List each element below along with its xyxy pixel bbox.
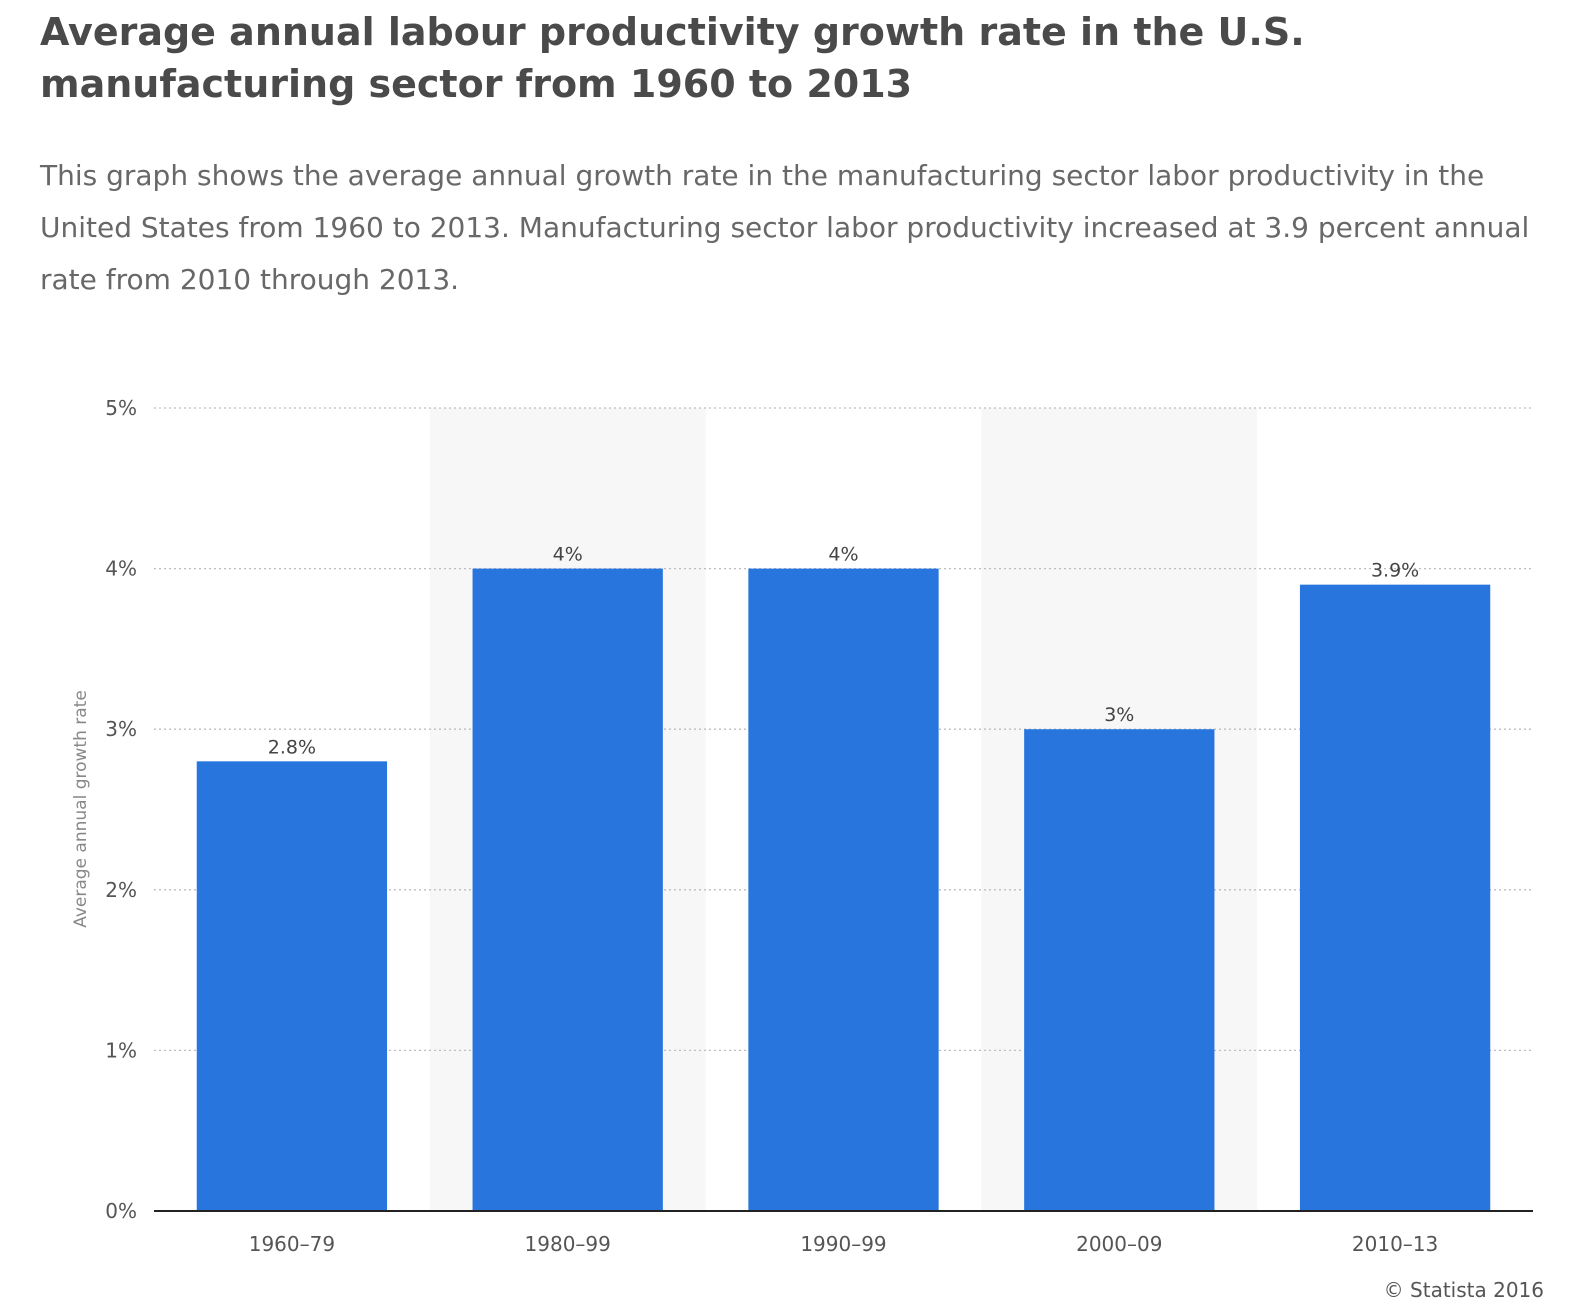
y-tick-label: 1% <box>105 1038 137 1062</box>
bar-1990–99[interactable] <box>748 568 939 1211</box>
value-label: 4% <box>828 544 858 566</box>
y-tick-label: 3% <box>105 717 137 741</box>
x-tick-label: 2000–09 <box>1076 1232 1162 1256</box>
value-label: 3% <box>1104 704 1134 726</box>
x-tick-label: 1990–99 <box>800 1232 886 1256</box>
bar-1980–99[interactable] <box>472 568 663 1211</box>
y-tick-label: 5% <box>105 396 137 420</box>
value-labels: 2.8% 4% 4% 3% 3.9% <box>268 544 1419 759</box>
bar-2010–13[interactable] <box>1299 584 1491 1211</box>
y-tick-label: 4% <box>105 557 137 581</box>
y-axis-title: Average annual growth rate <box>71 690 91 928</box>
x-tick-label: 1980–99 <box>525 1232 611 1256</box>
x-axis-ticks: 1960–79 1980–99 1990–99 2000–09 2010–13 <box>249 1232 1439 1256</box>
chart-description: This graph shows the average annual grow… <box>40 159 1530 296</box>
value-label: 3.9% <box>1371 560 1419 582</box>
bar-2000–09[interactable] <box>1024 729 1215 1211</box>
x-tick-label: 1960–79 <box>249 1232 335 1256</box>
y-tick-label: 0% <box>105 1199 137 1223</box>
value-label: 2.8% <box>268 736 316 758</box>
bar-1960–79[interactable] <box>196 761 388 1211</box>
y-axis-ticks: 0% 1% 2% 3% 4% 5% <box>105 396 137 1223</box>
value-label: 4% <box>553 544 583 566</box>
chart-title: Average annual labour productivity growt… <box>40 10 1305 106</box>
x-tick-label: 2010–13 <box>1352 1232 1438 1256</box>
bars <box>196 568 1491 1211</box>
y-tick-label: 2% <box>105 878 137 902</box>
source-credit: © Statista 2016 <box>1383 1278 1544 1302</box>
